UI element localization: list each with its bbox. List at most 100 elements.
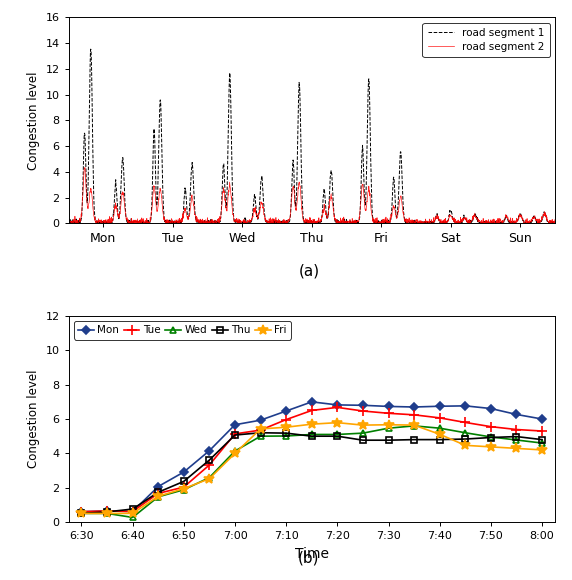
Fri [180,485,187,492]
Wed [78,510,85,517]
Mon [232,421,239,428]
Mon [539,415,546,422]
Mon [257,416,264,423]
Mon [78,508,85,515]
Fri [334,419,341,426]
Fri [206,475,213,482]
road segment 2 [551,216,558,223]
road segment 2 [65,218,72,225]
Thu [308,433,315,440]
Line: Wed: Wed [78,422,546,521]
road segment 2 [379,220,386,227]
Mon [513,411,520,418]
Y-axis label: Congestion level: Congestion level [27,71,40,169]
Tue [180,484,187,491]
Fri [436,431,443,438]
Fri [359,422,366,429]
Thu [359,437,366,444]
Wed [232,448,239,455]
Mon [155,483,162,490]
Fri [283,424,289,431]
road segment 1 [74,220,81,227]
Line: road segment 1: road segment 1 [69,49,555,223]
Tue [104,508,110,514]
Fri [539,447,546,454]
road segment 2 [431,219,438,226]
Line: Fri: Fri [77,418,547,519]
Text: (a): (a) [299,263,319,278]
Wed [359,430,366,437]
Mon [385,403,392,410]
Tue [232,430,239,437]
road segment 2 [81,164,88,171]
road segment 2 [551,218,558,225]
Tue [308,407,315,414]
Wed [308,431,315,438]
Thu [180,478,187,485]
Tue [129,508,136,515]
Tue [539,427,546,434]
Wed [206,474,213,481]
Wed [257,433,264,440]
Fri [462,442,468,449]
Wed [539,440,546,447]
Wed [411,422,418,429]
Tue [283,416,289,423]
Thu [206,456,213,463]
road segment 1 [431,219,438,226]
Tue [257,427,264,434]
Fri [487,443,494,450]
Fri [104,510,110,517]
Fri [155,493,162,500]
Wed [334,431,341,438]
Line: Thu: Thu [78,430,545,517]
road segment 1 [87,46,94,53]
Thu [334,433,341,440]
Mon [411,404,418,411]
Tue [334,404,341,411]
Legend: Mon, Tue, Wed, Thu, Fri: Mon, Tue, Wed, Thu, Fri [74,321,291,339]
Fri [385,421,392,428]
road segment 1 [551,219,558,226]
Thu [436,436,443,443]
Thu [78,510,85,517]
Tue [513,426,520,433]
Wed [487,433,494,440]
Wed [385,425,392,432]
road segment 2 [492,217,499,224]
road segment 2 [287,209,294,216]
Thu [411,436,418,443]
Fri [308,420,315,427]
Wed [180,486,187,493]
Thu [487,434,494,441]
X-axis label: Time: Time [295,546,329,561]
Tue [206,462,213,469]
road segment 2 [339,219,345,226]
Tue [155,490,162,497]
Mon [334,401,341,408]
Mon [180,469,187,476]
Mon [487,405,494,412]
Thu [129,506,136,513]
Y-axis label: Congestion level: Congestion level [27,370,40,468]
Thu [283,430,289,437]
Fri [129,510,136,517]
Mon [436,403,443,409]
Thu [155,489,162,496]
Legend: road segment 1, road segment 2: road segment 1, road segment 2 [423,23,550,57]
Wed [129,514,136,521]
Thu [104,509,110,516]
Thu [462,436,468,443]
road segment 1 [551,220,558,227]
Tue [411,411,418,418]
Wed [104,510,110,517]
Wed [436,425,443,432]
Line: Tue: Tue [77,403,547,517]
road segment 2 [507,219,514,226]
Thu [232,432,239,438]
Fri [513,445,520,452]
Line: road segment 2: road segment 2 [69,168,555,223]
road segment 1 [492,220,499,227]
Thu [257,429,264,436]
Mon [129,508,136,515]
